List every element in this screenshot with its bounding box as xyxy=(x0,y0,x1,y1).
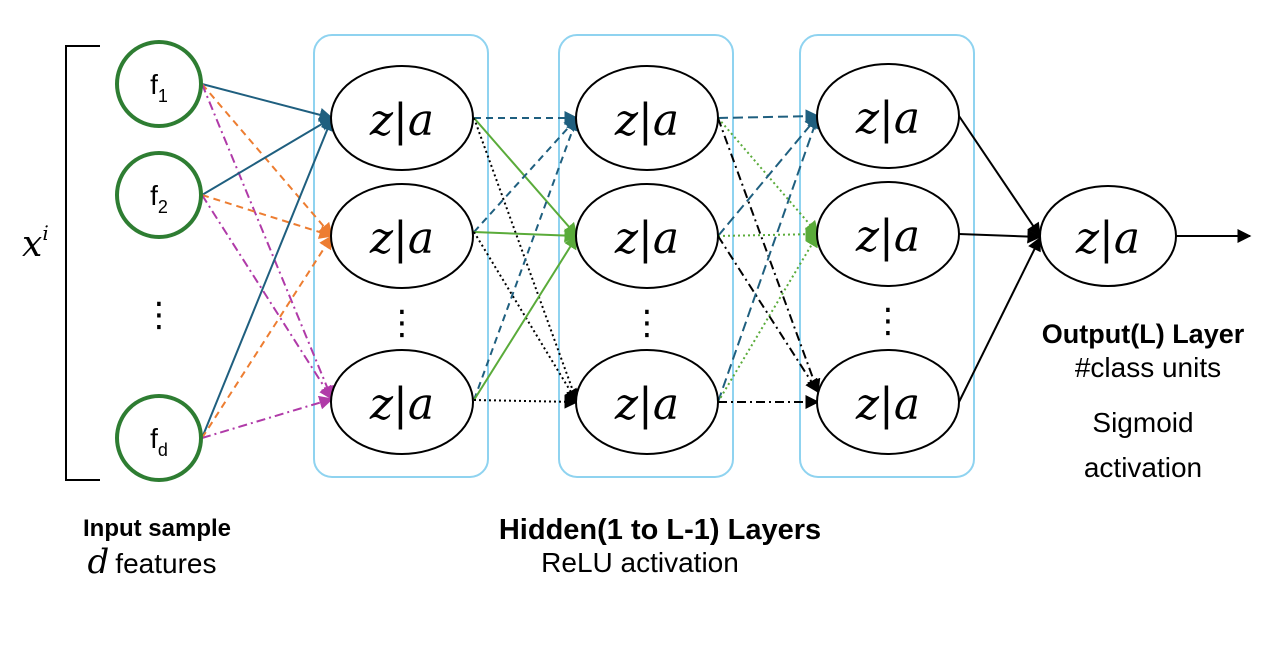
h2-ellipsis: ⋮ xyxy=(630,304,664,342)
output-caption-activation: activation xyxy=(1084,452,1202,483)
h2-node-top xyxy=(575,65,719,171)
output-caption-units: #class units xyxy=(1075,352,1221,383)
h1-ellipsis: ⋮ xyxy=(385,304,419,342)
hidden-caption-title: Hidden(1 to L-1) Layers xyxy=(499,514,821,546)
h3-node-bottom-label: z|a xyxy=(855,379,920,430)
h1-node-bottom xyxy=(330,349,474,455)
h3-node-top xyxy=(816,63,960,169)
hidden-layer-3-nodes: z|a z|a ⋮ z|a xyxy=(816,63,960,455)
edges-h1-to-h2 xyxy=(473,111,580,409)
input-caption-features: d features xyxy=(88,542,217,582)
h2-node-middle xyxy=(575,183,719,289)
svg-text:f2: f2 xyxy=(150,180,168,217)
input-node-f2: f2 xyxy=(115,151,203,239)
hidden-layer-1-nodes: z|a z|a ⋮ z|a xyxy=(330,65,474,455)
output-node: z|a xyxy=(1039,185,1177,287)
h2-node-bottom-label: z|a xyxy=(614,379,679,430)
input-caption-title: Input sample xyxy=(83,515,231,542)
edges-h3-to-output xyxy=(958,115,1252,403)
hidden-layer-1-box xyxy=(313,34,489,478)
hidden-layer-2-nodes: z|a z|a ⋮ z|a xyxy=(575,65,719,455)
input-sample-label: xi xyxy=(22,221,49,265)
h1-node-middle xyxy=(330,183,474,289)
h1-node-middle-label: z|a xyxy=(369,213,434,264)
h3-ellipsis: ⋮ xyxy=(871,302,905,340)
h3-node-top-label: z|a xyxy=(855,93,920,144)
h3-node-middle xyxy=(816,181,960,287)
h1-node-top xyxy=(330,65,474,171)
h2-node-bottom xyxy=(575,349,719,455)
h2-node-middle-label: z|a xyxy=(614,213,679,264)
input-ellipsis: ⋮ xyxy=(142,296,176,334)
output-caption-title: Output(L) Layer xyxy=(1042,319,1245,349)
output-caption-sigmoid: Sigmoid xyxy=(1092,407,1193,438)
h3-node-middle-label: z|a xyxy=(855,211,920,262)
svg-text:fd: fd xyxy=(150,423,168,460)
h1-node-top-label: z|a xyxy=(369,95,434,146)
input-bracket xyxy=(65,45,100,481)
h3-node-bottom xyxy=(816,349,960,455)
h2-node-top-label: z|a xyxy=(614,95,679,146)
hidden-layer-3-box xyxy=(799,34,975,478)
output-node-label: z|a xyxy=(1075,213,1140,264)
svg-text:f1: f1 xyxy=(150,69,168,106)
hidden-layer-2-box xyxy=(558,34,734,478)
edges-input-to-h1 xyxy=(201,83,334,439)
h1-node-bottom-label: z|a xyxy=(369,379,434,430)
input-node-fd: fd xyxy=(115,394,203,482)
input-node-f1: f1 xyxy=(115,40,203,128)
hidden-caption-activation: ReLU activation xyxy=(541,547,739,578)
edges-h2-to-h3 xyxy=(717,109,821,409)
